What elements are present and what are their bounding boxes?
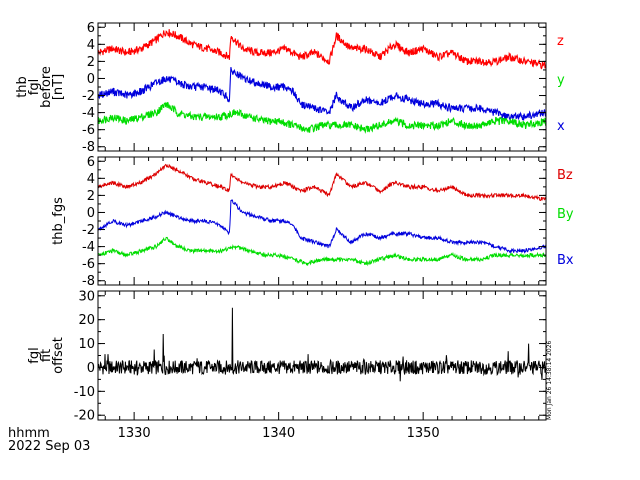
series-line-Bz — [97, 163, 547, 202]
y-tick-label: 2 — [87, 189, 95, 204]
y-axis-label: thb — [15, 76, 30, 98]
y-tick-label: -2 — [82, 89, 95, 104]
y-tick-label: 10 — [78, 337, 95, 352]
y-tick-label: 0 — [87, 206, 95, 221]
y-tick-label: -4 — [82, 240, 95, 255]
panel-1: -8 -6 -4 -2 0 2 4 6 thb_fgs Bz By Bx — [51, 155, 574, 289]
legend-label-Bx: Bx — [557, 253, 574, 268]
y-tick-label: -20 — [74, 409, 95, 424]
y-axis-label: thb_fgs — [51, 197, 66, 245]
y-tick-label: 20 — [78, 313, 95, 328]
legend-label-By: By — [557, 207, 574, 222]
panels: -8-6-4-20246thbfglbefore[nT]zyx-8-6-4-20… — [15, 21, 574, 441]
y-axis-label: [nT] — [51, 74, 66, 100]
series-line-offset — [97, 307, 547, 382]
legend-label-Bz: Bz — [557, 168, 573, 183]
series-line-x — [97, 66, 547, 121]
series-line-z — [97, 29, 547, 70]
y-tick-label: 2 — [87, 55, 95, 70]
y-tick-label: 6 — [87, 21, 95, 36]
legend-label-y: y — [557, 73, 565, 88]
legend-label-x: x — [557, 119, 565, 134]
y-axis-label: before — [39, 66, 54, 108]
y-tick-label: 4 — [87, 38, 95, 53]
series-line-y — [97, 101, 547, 134]
y-axis-label: fit — [39, 349, 54, 362]
x-unit-label: hhmm — [8, 426, 50, 441]
y-tick-label: 30 — [78, 289, 95, 304]
y-tick-label: -10 — [74, 385, 95, 400]
y-tick-label: 6 — [87, 155, 95, 170]
y-tick-label: 4 — [87, 172, 95, 187]
y-tick-label: -6 — [82, 257, 95, 272]
date-label: 2022 Sep 03 — [8, 439, 90, 454]
y-tick-label: -6 — [82, 123, 95, 138]
y-tick-label: -8 — [82, 140, 95, 155]
plot-timestamp: Mon Jan 26 14:38:14 2026 — [546, 340, 553, 420]
legend-label-z: z — [557, 34, 564, 49]
x-tick-label: 1330 — [118, 426, 151, 441]
y-axis-label: offset — [51, 337, 66, 374]
y-tick-label: 0 — [87, 72, 95, 87]
x-tick-label: 1340 — [262, 426, 295, 441]
series-line-Bx — [98, 199, 547, 254]
y-tick-label: -8 — [82, 274, 95, 289]
y-tick-label: -2 — [82, 223, 95, 238]
x-tick-label: 1350 — [407, 426, 440, 441]
y-axis-label: fgl — [27, 79, 42, 95]
series-line-By — [97, 236, 547, 267]
y-tick-label: 0 — [87, 361, 95, 376]
y-axis-label: fgl — [27, 347, 42, 363]
y-tick-label: -4 — [82, 106, 95, 121]
